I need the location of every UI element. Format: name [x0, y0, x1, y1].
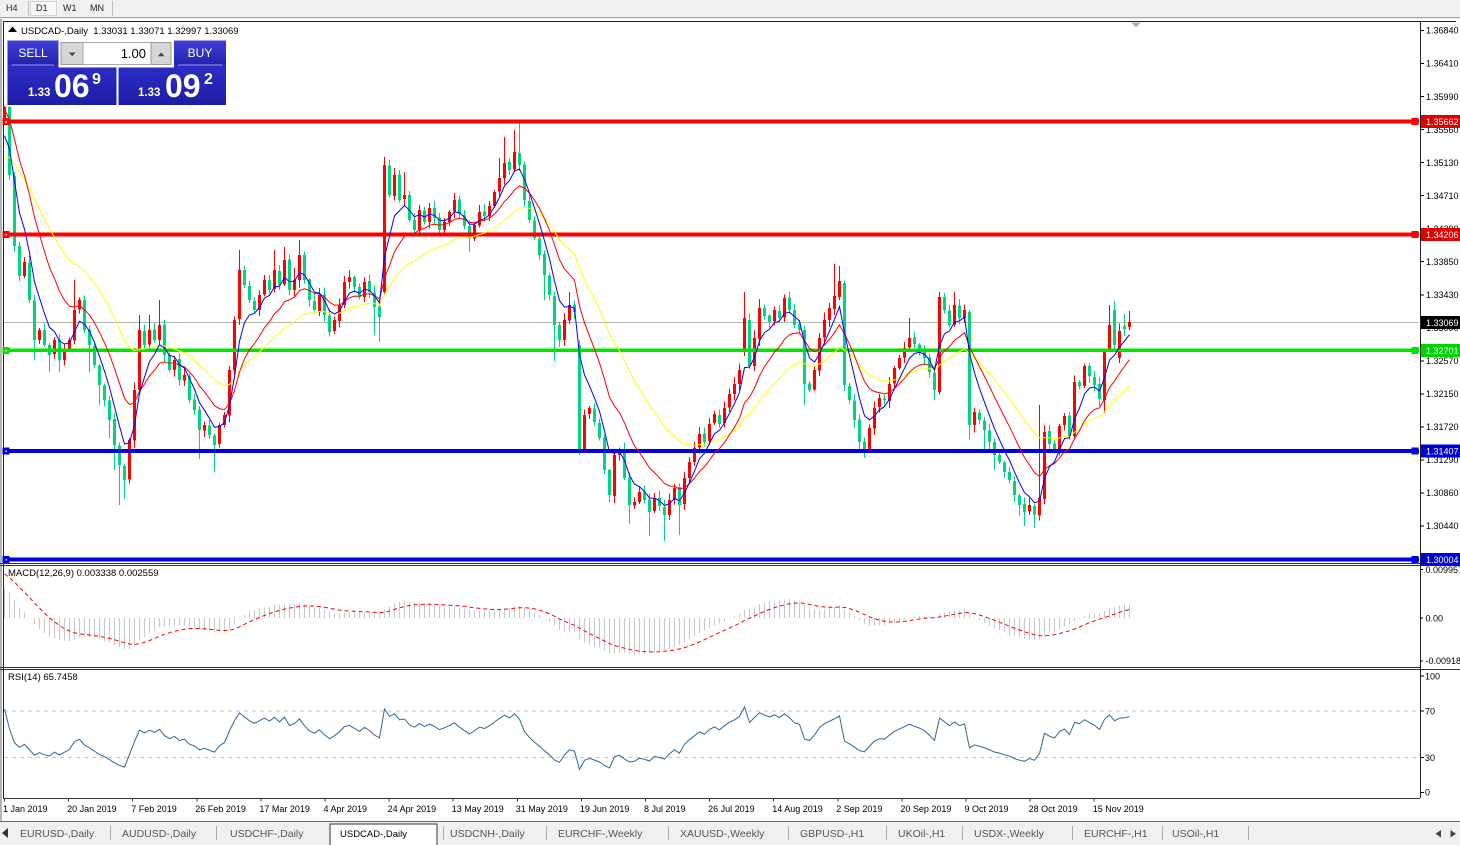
svg-text:1.00: 1.00: [121, 46, 146, 61]
svg-text:19 Jun 2019: 19 Jun 2019: [580, 804, 630, 814]
svg-text:1.35130: 1.35130: [1426, 158, 1459, 168]
svg-text:0: 0: [1425, 788, 1430, 798]
svg-text:USDX-,Weekly: USDX-,Weekly: [974, 828, 1045, 840]
svg-text:1.31290: 1.31290: [1426, 455, 1459, 465]
svg-text:USDCAD-,Daily 1.33031 1.33071: USDCAD-,Daily 1.33031 1.33071 1.32997 1.…: [21, 26, 239, 37]
svg-text:0.00: 0.00: [1426, 613, 1444, 623]
svg-text:USOil-,H1: USOil-,H1: [1172, 828, 1219, 840]
svg-text:XAUUSD-,Weekly: XAUUSD-,Weekly: [680, 828, 765, 840]
svg-text:1 Jan 2019: 1 Jan 2019: [3, 804, 48, 814]
svg-text:RSI(14) 65.7458: RSI(14) 65.7458: [8, 672, 78, 683]
svg-text:1.34206: 1.34206: [1426, 230, 1459, 240]
svg-text:1.30004: 1.30004: [1426, 555, 1459, 565]
svg-text:24 Apr 2019: 24 Apr 2019: [388, 804, 437, 814]
svg-text:70: 70: [1425, 706, 1435, 716]
svg-text:1.32570: 1.32570: [1426, 356, 1459, 366]
svg-text:1.33069: 1.33069: [1426, 318, 1459, 328]
svg-text:06: 06: [54, 68, 90, 104]
svg-text:1.33: 1.33: [28, 87, 50, 99]
svg-text:31 May 2019: 31 May 2019: [516, 804, 568, 814]
svg-text:20 Sep 2019: 20 Sep 2019: [900, 804, 951, 814]
svg-text:09: 09: [165, 68, 201, 104]
svg-text:H4: H4: [6, 3, 18, 13]
svg-text:EURUSD-,Daily: EURUSD-,Daily: [20, 828, 95, 840]
svg-text:D1: D1: [36, 3, 48, 13]
svg-text:14 Aug 2019: 14 Aug 2019: [772, 804, 823, 814]
svg-text:1.31407: 1.31407: [1426, 447, 1459, 457]
svg-text:9 Oct 2019: 9 Oct 2019: [965, 804, 1009, 814]
svg-text:EURCHF-,H1: EURCHF-,H1: [1084, 828, 1148, 840]
svg-text:USDCAD-,Daily: USDCAD-,Daily: [340, 829, 407, 840]
svg-text:7 Feb 2019: 7 Feb 2019: [131, 804, 177, 814]
svg-text:W1: W1: [63, 3, 77, 13]
svg-text:USDCHF-,Daily: USDCHF-,Daily: [230, 828, 304, 840]
svg-text:9: 9: [92, 71, 101, 88]
svg-text:8 Jul 2019: 8 Jul 2019: [644, 804, 686, 814]
svg-text:1.30440: 1.30440: [1426, 521, 1459, 531]
svg-text:26 Feb 2019: 26 Feb 2019: [195, 804, 246, 814]
svg-text:1.35662: 1.35662: [1426, 117, 1459, 127]
svg-text:30: 30: [1425, 753, 1435, 763]
svg-text:GBPUSD-,H1: GBPUSD-,H1: [800, 828, 864, 840]
svg-text:USDCNH-,Daily: USDCNH-,Daily: [450, 828, 525, 840]
svg-text:1.30860: 1.30860: [1426, 488, 1459, 498]
svg-text:2: 2: [204, 71, 213, 88]
svg-text:1.33850: 1.33850: [1426, 257, 1459, 267]
svg-text:AUDUSD-,Daily: AUDUSD-,Daily: [122, 828, 197, 840]
svg-text:1.32150: 1.32150: [1426, 389, 1459, 399]
svg-text:17 Mar 2019: 17 Mar 2019: [259, 804, 310, 814]
svg-text:1.36840: 1.36840: [1426, 26, 1459, 36]
svg-text:SELL: SELL: [18, 46, 48, 60]
svg-text:1.36410: 1.36410: [1426, 59, 1459, 69]
svg-text:15 Nov 2019: 15 Nov 2019: [1093, 804, 1144, 814]
svg-text:1.33: 1.33: [138, 87, 160, 99]
svg-text:MN: MN: [90, 3, 104, 13]
svg-text:1.31720: 1.31720: [1426, 422, 1459, 432]
svg-text:1.33430: 1.33430: [1426, 290, 1459, 300]
svg-text:100: 100: [1425, 671, 1440, 681]
svg-text:4 Apr 2019: 4 Apr 2019: [324, 804, 368, 814]
svg-text:UKOil-,H1: UKOil-,H1: [898, 828, 945, 840]
svg-text:1.35990: 1.35990: [1426, 92, 1459, 102]
svg-text:28 Oct 2019: 28 Oct 2019: [1029, 804, 1078, 814]
svg-text:EURCHF-,Weekly: EURCHF-,Weekly: [558, 828, 643, 840]
svg-text:0.009957: 0.009957: [1426, 565, 1460, 575]
svg-text:2 Sep 2019: 2 Sep 2019: [836, 804, 882, 814]
svg-text:1.34710: 1.34710: [1426, 191, 1459, 201]
svg-text:BUY: BUY: [188, 46, 213, 60]
svg-text:MACD(12,26,9) 0.003338 0.00255: MACD(12,26,9) 0.003338 0.002559: [8, 568, 159, 579]
svg-text:13 May 2019: 13 May 2019: [452, 804, 504, 814]
svg-text:-0.009186: -0.009186: [1426, 656, 1460, 666]
svg-text:1.35560: 1.35560: [1426, 125, 1459, 135]
svg-text:20 Jan 2019: 20 Jan 2019: [67, 804, 117, 814]
svg-text:1.32701: 1.32701: [1426, 346, 1459, 356]
svg-text:26 Jul 2019: 26 Jul 2019: [708, 804, 755, 814]
